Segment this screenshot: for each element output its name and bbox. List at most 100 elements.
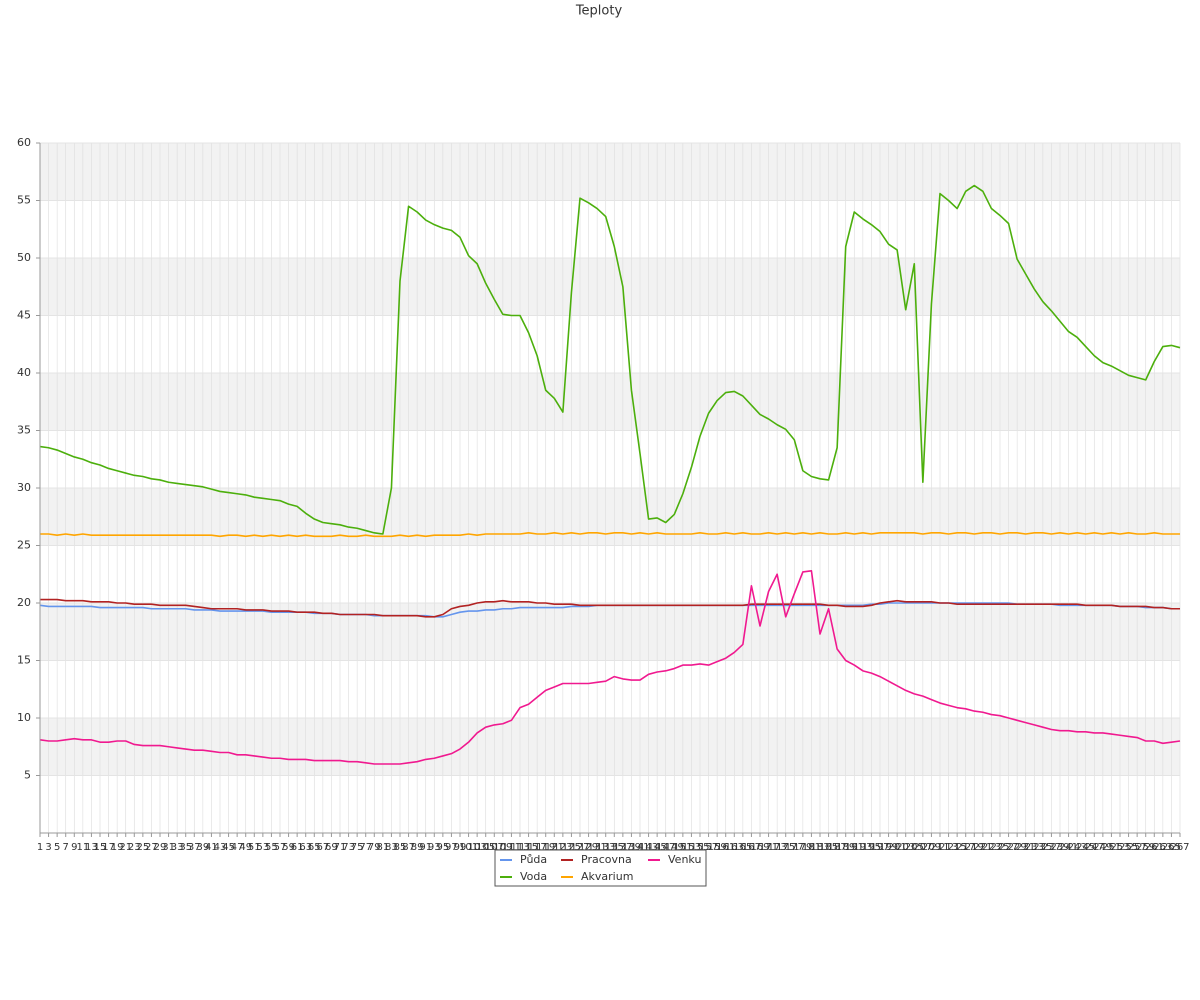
x-tick-label: 177 [785,842,804,853]
x-tick-label: 193 [853,842,872,853]
x-tick-label: 213 [939,842,958,853]
x-tick-label: 35 [179,842,192,853]
legend-label: Akvarium [581,870,633,883]
y-tick-label: 30 [17,481,31,494]
x-tick-label: 105 [476,842,495,853]
x-tick-label: 45 [222,842,235,853]
x-tick-label: 135 [605,842,624,853]
x-tick-label: 251 [1102,842,1121,853]
x-tick-label: 71 [334,842,347,853]
x-tick-label: 19 [111,842,124,853]
x-tick-label: 91 [419,842,432,853]
x-tick-label: 225 [990,842,1009,853]
x-tick-label: 133 [596,842,615,853]
x-tick-label: 161 [716,842,735,853]
x-tick-label: 33 [171,842,184,853]
x-tick-label: 109 [493,842,512,853]
x-tick-label: 157 [699,842,718,853]
x-tick-label: 143 [639,842,658,853]
x-tick-label: 99 [454,842,467,853]
x-tick-label: 127 [570,842,589,853]
x-tick-label: 155 [690,842,709,853]
grid-band [40,373,1180,431]
legend-label: Venku [668,853,701,866]
x-tick-label: 203 [896,842,915,853]
x-tick-label: 75 [351,842,364,853]
x-tick-label: 23 [128,842,141,853]
x-tick-label: 129 [579,842,598,853]
y-tick-label: 35 [17,424,31,437]
grid-band [40,488,1180,546]
x-tick-label: 51 [248,842,261,853]
y-tick-label: 60 [17,136,31,149]
x-tick-label: 97 [445,842,458,853]
x-tick-label: 121 [545,842,564,853]
x-tick-label: 245 [1076,842,1095,853]
x-tick-label: 267 [1170,842,1189,853]
x-tick-label: 31 [162,842,175,853]
x-tick-label: 89 [411,842,424,853]
x-tick-label: 215 [948,842,967,853]
x-tick-label: 211 [930,842,949,853]
series-line [40,532,1180,538]
x-tick-label: 101 [459,842,478,853]
x-tick-label: 167 [742,842,761,853]
x-tick-label: 115 [519,842,538,853]
y-tick-label: 55 [17,194,31,207]
x-tick-label: 39 [196,842,209,853]
x-tick-label: 169 [750,842,769,853]
x-tick-label: 185 [819,842,838,853]
x-tick-label: 175 [776,842,795,853]
x-tick-label: 123 [553,842,572,853]
x-tick-label: 265 [1162,842,1181,853]
x-tick-label: 191 [845,842,864,853]
series-line [39,184,1181,535]
x-tick-label: 57 [274,842,287,853]
x-tick-label: 221 [973,842,992,853]
x-tick-label: 37 [188,842,201,853]
x-tick-label: 55 [265,842,278,853]
x-tick-label: 93 [428,842,441,853]
x-tick-label: 17 [102,842,115,853]
x-tick-label: 43 [214,842,227,853]
x-tick-label: 113 [510,842,529,853]
x-tick-label: 53 [256,842,269,853]
series-line [40,598,1180,618]
x-tick-label: 249 [1093,842,1112,853]
legend-label: Voda [520,870,547,883]
x-tick-label: 231 [1016,842,1035,853]
x-tick-label: 85 [394,842,407,853]
x-tick-label: 69 [325,842,338,853]
x-tick-label: 165 [733,842,752,853]
x-tick-label: 171 [759,842,778,853]
x-tick-label: 83 [385,842,398,853]
x-tick-label: 217 [956,842,975,853]
x-tick-label: 207 [913,842,932,853]
x-tick-label: 41 [205,842,218,853]
legend-label: Půda [520,853,547,866]
x-tick-label: 81 [376,842,389,853]
grid-band [40,603,1180,661]
x-tick-label: 87 [402,842,415,853]
x-tick-label: 223 [982,842,1001,853]
grid-band [40,258,1180,316]
x-tick-label: 263 [1153,842,1172,853]
x-tick-label: 205 [905,842,924,853]
x-tick-label: 141 [630,842,649,853]
chart-title: Teploty [575,4,623,19]
x-tick-label: 179 [793,842,812,853]
x-tick-label: 27 [145,842,158,853]
x-tick-label: 137 [613,842,632,853]
x-tick-label: 29 [154,842,167,853]
x-tick-label: 5 [54,842,60,853]
x-tick-label: 21 [119,842,132,853]
x-tick-label: 13 [85,842,98,853]
x-tick-label: 237 [1042,842,1061,853]
x-tick-label: 235 [1033,842,1052,853]
x-tick-label: 117 [528,842,547,853]
x-tick-label: 153 [682,842,701,853]
x-tick-label: 63 [299,842,312,853]
x-tick-label: 3 [45,842,51,853]
